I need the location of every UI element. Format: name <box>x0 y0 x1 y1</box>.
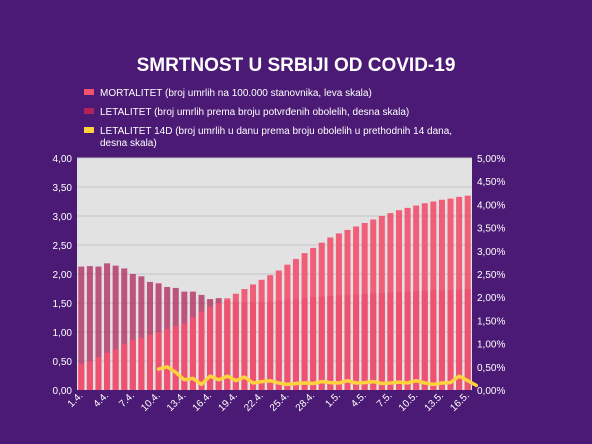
legend-swatch-mortalitet <box>84 89 94 95</box>
mortalitet-bar <box>396 210 403 390</box>
y-left-tick-label: 3,50 <box>53 183 73 194</box>
mortalitet-bar <box>318 242 325 390</box>
y-left-tick-label: 4,00 <box>53 154 73 165</box>
mortalitet-bar <box>310 247 317 390</box>
mortalitet-bar <box>164 329 171 390</box>
letalitet-bar <box>104 263 111 390</box>
mortalitet-bar <box>129 340 136 390</box>
mortalitet-bar <box>344 229 351 390</box>
legend-label-letalitet: LETALITET (broj umrlih prema broju potvr… <box>100 107 409 118</box>
mortalitet-bar <box>275 270 282 390</box>
mortalitet-bar <box>121 343 128 390</box>
mortalitet-bar <box>301 253 308 390</box>
y-left-tick-label: 0,50 <box>53 357 73 368</box>
mortalitet-bar <box>353 226 360 390</box>
mortalitet-bar <box>387 213 394 390</box>
mortalitet-bar <box>232 293 239 390</box>
y-left-tick-label: 0,00 <box>53 386 73 397</box>
mortalitet-bar <box>224 298 231 390</box>
mortalitet-bar <box>447 198 454 390</box>
mortalitet-bar <box>198 311 205 390</box>
mortalitet-bar <box>335 233 342 390</box>
legend: MORTALITET (broj umrlih na 100.000 stano… <box>84 88 452 149</box>
legend-label-letalitet14d: LETALITET 14D (broj umrlih u danu prema … <box>100 126 452 149</box>
letalitet14d-line-group <box>156 365 479 388</box>
y-left-tick-label: 3,00 <box>53 212 73 223</box>
letalitet-bar <box>121 268 128 390</box>
mortalitet-bar <box>284 264 291 390</box>
mortalitet-bar <box>104 352 111 390</box>
mortalitet-bar <box>112 349 119 390</box>
y-left-tick-label: 1,00 <box>53 328 73 339</box>
letalitet-bar <box>138 276 145 390</box>
legend-label-mortalitet: MORTALITET (broj umrlih na 100.000 stano… <box>100 88 372 99</box>
mortalitet-bar <box>189 317 196 390</box>
mortalitet-bar <box>258 279 265 390</box>
letalitet-bar <box>95 266 102 390</box>
y-right-tick-label: 0,00% <box>477 386 505 397</box>
mortalitet-bar <box>413 205 420 390</box>
mortalitet-bar <box>215 303 222 390</box>
y-right-tick-label: 3,50% <box>477 224 505 235</box>
mortalitet-bars <box>78 195 471 390</box>
mortalitet-bar <box>95 356 102 390</box>
mortalitet-bar <box>86 361 93 390</box>
mortalitet-bar <box>138 337 145 390</box>
y-right-tick-label: 5,00% <box>477 154 505 165</box>
mortalitet-bar <box>78 363 85 390</box>
letalitet14d-line <box>156 365 479 388</box>
right-axis-ticks: 0,00% 0,50% 1,00% 1,50% 2,00% 2,50% 3,00% 3,50%… <box>477 154 505 397</box>
mortalitet-bar <box>292 258 299 390</box>
mortalitet-bar <box>404 207 411 390</box>
mortalitet-bar <box>250 284 257 390</box>
mortalitet-bar <box>464 195 471 390</box>
mortalitet-bar <box>207 307 214 390</box>
mortalitet-bar <box>438 199 445 390</box>
chart-title: SMRTNOST U SRBIJI OD COVID-19 <box>137 55 456 76</box>
y-right-tick-label: 0,50% <box>477 363 505 374</box>
legend-swatch-letalitet <box>84 108 94 114</box>
mortalitet-bar <box>327 237 334 390</box>
mortalitet-bar <box>421 203 428 390</box>
mortalitet-bar <box>267 275 274 390</box>
y-left-tick-label: 2,00 <box>53 270 73 281</box>
y-left-tick-label: 1,50 <box>53 299 73 310</box>
y-right-tick-label: 4,00% <box>477 200 505 211</box>
y-right-tick-label: 1,50% <box>477 316 505 327</box>
letalitet-bar <box>112 265 119 390</box>
mortalitet-bar <box>155 332 162 390</box>
mortalitet-bar <box>456 196 463 390</box>
mortalitet-bar <box>241 289 248 390</box>
y-right-tick-label: 2,00% <box>477 293 505 304</box>
mortalitet-bar <box>361 222 368 390</box>
letalitet-bar <box>129 274 136 390</box>
y-left-tick-label: 2,50 <box>53 241 73 252</box>
mortalitet-bar <box>370 219 377 390</box>
y-right-tick-label: 1,00% <box>477 340 505 351</box>
letalitet-bar <box>78 266 85 390</box>
left-axis-ticks: 0,00 0,50 1,00 1,50 2,00 2,50 3,00 3,50 4,00 <box>53 154 73 397</box>
legend-swatch-letalitet14d <box>84 127 94 133</box>
mortalitet-bar <box>378 216 385 390</box>
mortalitet-bar <box>146 334 153 390</box>
mortalitet-bar <box>172 326 179 390</box>
y-right-tick-label: 3,00% <box>477 247 505 258</box>
y-right-tick-label: 4,50% <box>477 177 505 188</box>
mortalitet-bar <box>181 323 188 390</box>
y-right-tick-label: 2,50% <box>477 270 505 281</box>
mortalitet-bar <box>430 201 437 390</box>
letalitet-bar <box>86 266 93 390</box>
